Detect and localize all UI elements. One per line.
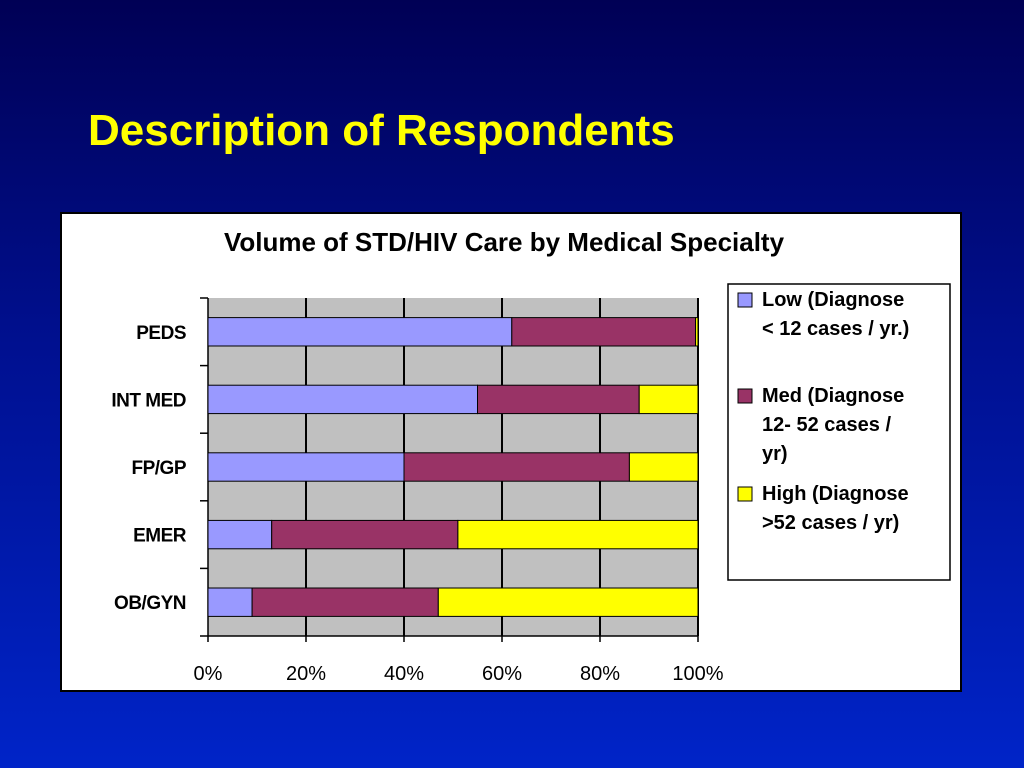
bar-segment-high	[457, 519, 699, 550]
bar-segment-low	[207, 384, 478, 415]
bar-segment-med	[251, 587, 439, 617]
legend-box	[727, 283, 951, 581]
stacked-bar-chart: Volume of STD/HIV Care by Medical Specia…	[111, 227, 951, 685]
legend-label: High (Diagnose	[762, 483, 909, 505]
chart-frame: Volume of STD/HIV Care by Medical Specia…	[60, 212, 962, 692]
legend-label: < 12 cases / yr.)	[762, 318, 909, 340]
chart-title: Volume of STD/HIV Care by Medical Specia…	[224, 227, 785, 257]
legend-label: 12- 52 cases /	[762, 414, 891, 436]
category-label: INT MED	[111, 390, 186, 411]
legend-label: >52 cases / yr)	[762, 512, 899, 534]
slide-title: Description of Respondents	[88, 106, 675, 155]
legend-label: yr)	[762, 443, 788, 465]
legend-swatch	[737, 486, 753, 502]
bar-segment-med	[477, 384, 640, 415]
bar-segment-high	[628, 452, 699, 482]
x-tick-label: 20%	[286, 663, 326, 685]
bar-segment-low	[207, 452, 405, 482]
bar-segment-med	[403, 452, 630, 482]
bar-segment-low	[207, 317, 513, 347]
category-label: OB/GYN	[114, 593, 186, 614]
x-tick-label: 80%	[580, 663, 620, 685]
category-label: EMER	[133, 526, 187, 547]
legend-label: Med (Diagnose	[762, 385, 904, 407]
category-label: FP/GP	[131, 458, 186, 479]
x-tick-label: 60%	[482, 663, 522, 685]
bar-segment-low	[207, 519, 273, 550]
x-tick-label: 0%	[194, 663, 223, 685]
bar-segment-med	[271, 519, 459, 550]
category-label: PEDS	[136, 323, 186, 344]
x-tick-label: 100%	[672, 663, 723, 685]
bar-segment-high	[437, 587, 699, 617]
bar-segment-med	[511, 317, 697, 347]
x-tick-label: 40%	[384, 663, 424, 685]
legend-label: Low (Diagnose	[762, 289, 904, 311]
legend-swatch	[737, 292, 753, 308]
legend-swatch	[737, 388, 753, 404]
bar-segment-low	[207, 587, 253, 617]
bar-segment-high	[638, 384, 699, 415]
bar-segment-high	[695, 317, 699, 347]
